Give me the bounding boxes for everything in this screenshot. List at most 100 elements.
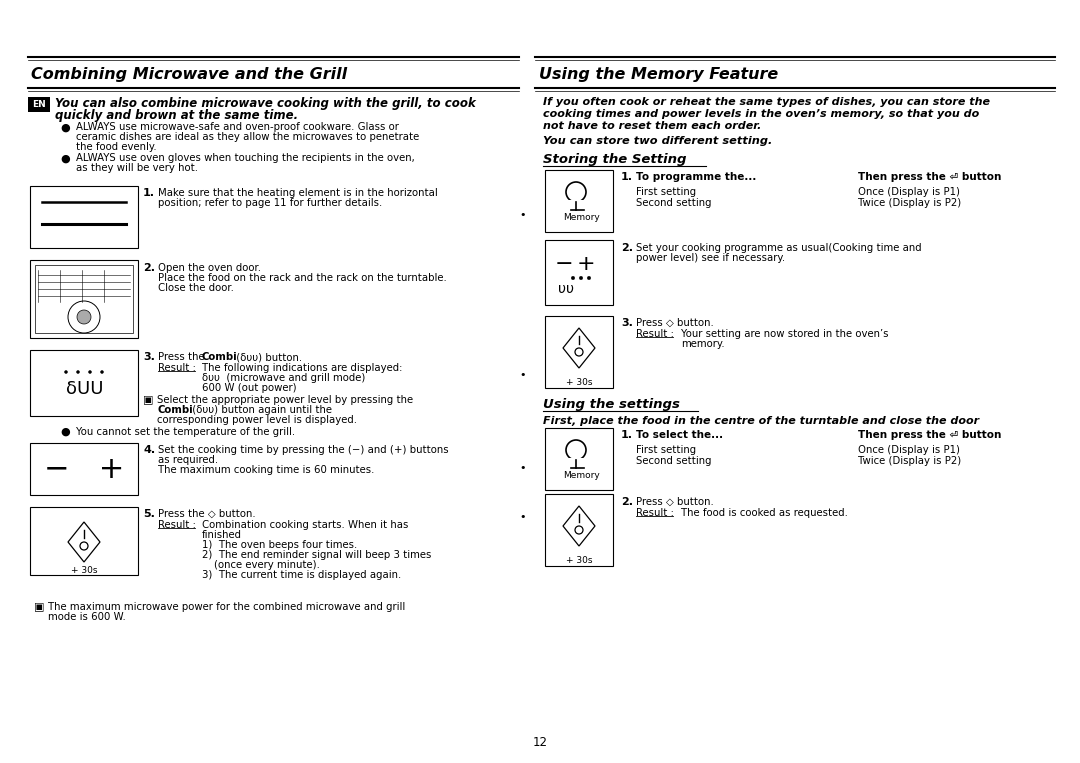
Text: The food is cooked as requested.: The food is cooked as requested. [681, 508, 848, 518]
Text: ceramic dishes are ideal as they allow the microwaves to penetrate: ceramic dishes are ideal as they allow t… [76, 132, 419, 142]
Text: finished: finished [202, 530, 242, 540]
FancyBboxPatch shape [565, 458, 593, 466]
Text: Open the oven door.: Open the oven door. [158, 263, 261, 273]
FancyBboxPatch shape [545, 316, 613, 388]
Circle shape [89, 371, 92, 374]
Text: δυυ  (microwave and grill mode): δυυ (microwave and grill mode) [202, 373, 365, 383]
Text: You can store two different setting.: You can store two different setting. [543, 136, 772, 146]
Text: ▣: ▣ [33, 602, 44, 612]
Text: ALWAYS use microwave-safe and oven-proof cookware. Glass or: ALWAYS use microwave-safe and oven-proof… [76, 122, 399, 132]
Text: ●: ● [60, 123, 70, 133]
Text: The following indications are displayed:: The following indications are displayed: [202, 363, 403, 373]
Text: corresponding power level is displayed.: corresponding power level is displayed. [157, 415, 357, 425]
Text: ●: ● [60, 427, 70, 437]
Text: 1.: 1. [621, 172, 633, 182]
Circle shape [100, 371, 104, 374]
Text: Select the appropriate power level by pressing the: Select the appropriate power level by pr… [157, 395, 414, 405]
Text: Second setting: Second setting [636, 456, 712, 466]
Text: 12: 12 [532, 736, 548, 749]
Text: Once (Display is P1): Once (Display is P1) [858, 187, 960, 197]
Text: Your setting are now stored in the oven’s: Your setting are now stored in the oven’… [681, 329, 889, 339]
Text: Result :: Result : [636, 329, 674, 339]
Text: ALWAYS use oven gloves when touching the recipients in the oven,: ALWAYS use oven gloves when touching the… [76, 153, 415, 163]
FancyBboxPatch shape [30, 260, 138, 338]
Text: Once (Display is P1): Once (Display is P1) [858, 445, 960, 455]
Text: EN: EN [32, 100, 45, 109]
Text: Combining Microwave and the Grill: Combining Microwave and the Grill [31, 66, 347, 82]
Text: •: • [519, 512, 526, 522]
Text: Press ◇ button.: Press ◇ button. [636, 318, 714, 328]
Text: 5.: 5. [143, 509, 154, 519]
Text: Set your cooking programme as usual(Cooking time and: Set your cooking programme as usual(Cook… [636, 243, 921, 253]
Text: mode is 600 W.: mode is 600 W. [48, 612, 125, 622]
Text: Combi: Combi [201, 352, 237, 362]
Text: Second setting: Second setting [636, 198, 712, 208]
Circle shape [579, 276, 583, 280]
Text: cooking times and power levels in the oven’s memory, so that you do: cooking times and power levels in the ov… [543, 109, 980, 119]
FancyBboxPatch shape [30, 507, 138, 575]
Text: Press the: Press the [158, 352, 207, 362]
Text: Using the settings: Using the settings [543, 398, 680, 411]
FancyBboxPatch shape [565, 200, 593, 208]
Text: 3.: 3. [143, 352, 154, 362]
Text: 3.: 3. [621, 318, 633, 328]
Circle shape [65, 371, 67, 374]
Text: Place the food on the rack and the rack on the turntable.: Place the food on the rack and the rack … [158, 273, 447, 283]
Text: 1)  The oven beeps four times.: 1) The oven beeps four times. [202, 540, 357, 550]
Text: Press the ◇ button.: Press the ◇ button. [158, 509, 256, 519]
Text: δUU: δUU [66, 380, 104, 398]
Text: 2.: 2. [143, 263, 156, 273]
Text: 4.: 4. [143, 445, 156, 455]
Circle shape [77, 371, 80, 374]
Text: (δυυ) button.: (δυυ) button. [233, 352, 302, 362]
Text: Combi: Combi [157, 405, 192, 415]
FancyBboxPatch shape [545, 428, 613, 490]
Text: + 30s: + 30s [71, 566, 97, 575]
Text: Press ◇ button.: Press ◇ button. [636, 497, 714, 507]
Text: First setting: First setting [636, 187, 697, 197]
Text: the food evenly.: the food evenly. [76, 142, 157, 152]
Text: The maximum cooking time is 60 minutes.: The maximum cooking time is 60 minutes. [158, 465, 375, 475]
Text: Result :: Result : [636, 508, 674, 518]
Text: Then press the ⏎ button: Then press the ⏎ button [858, 430, 1001, 440]
FancyBboxPatch shape [545, 494, 613, 566]
Text: 1.: 1. [143, 188, 156, 198]
Text: Storing the Setting: Storing the Setting [543, 153, 687, 166]
Text: To select the...: To select the... [636, 430, 724, 440]
Text: Memory: Memory [563, 471, 599, 480]
Text: Using the Memory Feature: Using the Memory Feature [539, 66, 779, 82]
Text: You cannot set the temperature of the grill.: You cannot set the temperature of the gr… [76, 427, 295, 437]
Text: Set the cooking time by pressing the (−) and (+) buttons: Set the cooking time by pressing the (−)… [158, 445, 448, 455]
Text: 600 W (out power): 600 W (out power) [202, 383, 297, 393]
Text: 2.: 2. [621, 243, 633, 253]
Circle shape [571, 276, 575, 280]
Text: Result :: Result : [158, 520, 195, 530]
Text: (δυυ) button again until the: (δυυ) button again until the [189, 405, 332, 415]
Text: not have to reset them each order.: not have to reset them each order. [543, 121, 761, 131]
Text: (once every minute).: (once every minute). [214, 560, 320, 570]
Text: Twice (Display is P2): Twice (Display is P2) [858, 198, 961, 208]
Text: as required.: as required. [158, 455, 218, 465]
Text: ●: ● [60, 154, 70, 164]
Text: To programme the...: To programme the... [636, 172, 756, 182]
FancyBboxPatch shape [30, 443, 138, 495]
Text: power level) see if necessary.: power level) see if necessary. [636, 253, 785, 263]
Text: First, place the food in the centre of the turntable and close the door: First, place the food in the centre of t… [543, 416, 980, 426]
Text: The maximum microwave power for the combined microwave and grill: The maximum microwave power for the comb… [48, 602, 405, 612]
Text: 2)  The end reminder signal will beep 3 times: 2) The end reminder signal will beep 3 t… [202, 550, 431, 560]
Text: Twice (Display is P2): Twice (Display is P2) [858, 456, 961, 466]
Text: 1.: 1. [621, 430, 633, 440]
Text: position; refer to page 11 for further details.: position; refer to page 11 for further d… [158, 198, 382, 208]
Text: Make sure that the heating element is in the horizontal: Make sure that the heating element is in… [158, 188, 437, 198]
Circle shape [588, 276, 591, 280]
FancyBboxPatch shape [35, 265, 133, 333]
Text: −   +: − + [44, 455, 124, 484]
Text: −: − [555, 254, 573, 274]
Text: Then press the ⏎ button: Then press the ⏎ button [858, 172, 1001, 182]
Text: Memory: Memory [563, 213, 599, 222]
FancyBboxPatch shape [30, 350, 138, 416]
Text: Result :: Result : [158, 363, 195, 373]
FancyBboxPatch shape [545, 170, 613, 232]
FancyBboxPatch shape [30, 186, 138, 248]
Text: + 30s: + 30s [566, 378, 592, 387]
